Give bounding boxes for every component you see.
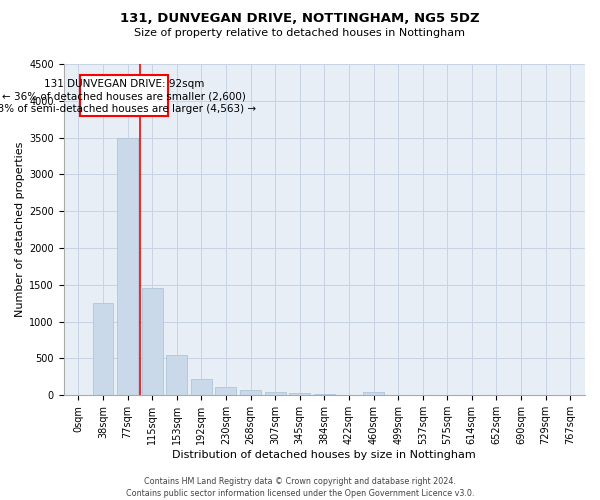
Bar (314, 394, 335, 395)
Bar (265, 392, 286, 395)
Bar (240, 390, 261, 395)
Bar (142, 288, 163, 395)
Bar (166, 354, 187, 395)
Text: 131 DUNVEGAN DRIVE: 92sqm: 131 DUNVEGAN DRIVE: 92sqm (44, 80, 204, 90)
Text: 131, DUNVEGAN DRIVE, NOTTINGHAM, NG5 5DZ: 131, DUNVEGAN DRIVE, NOTTINGHAM, NG5 5DZ (120, 12, 480, 26)
Bar (215, 387, 236, 395)
Bar (80, 75, 167, 116)
Text: Contains HM Land Registry data © Crown copyright and database right 2024.
Contai: Contains HM Land Registry data © Crown c… (126, 476, 474, 498)
Y-axis label: Number of detached properties: Number of detached properties (15, 142, 25, 318)
Bar (289, 393, 310, 395)
Bar (117, 138, 138, 395)
Text: 63% of semi-detached houses are larger (4,563) →: 63% of semi-detached houses are larger (… (0, 104, 257, 114)
Text: Size of property relative to detached houses in Nottingham: Size of property relative to detached ho… (134, 28, 466, 38)
Bar (363, 392, 384, 395)
X-axis label: Distribution of detached houses by size in Nottingham: Distribution of detached houses by size … (172, 450, 476, 460)
Bar (92, 303, 113, 395)
Bar (191, 378, 212, 395)
Text: ← 36% of detached houses are smaller (2,600): ← 36% of detached houses are smaller (2,… (2, 92, 246, 102)
